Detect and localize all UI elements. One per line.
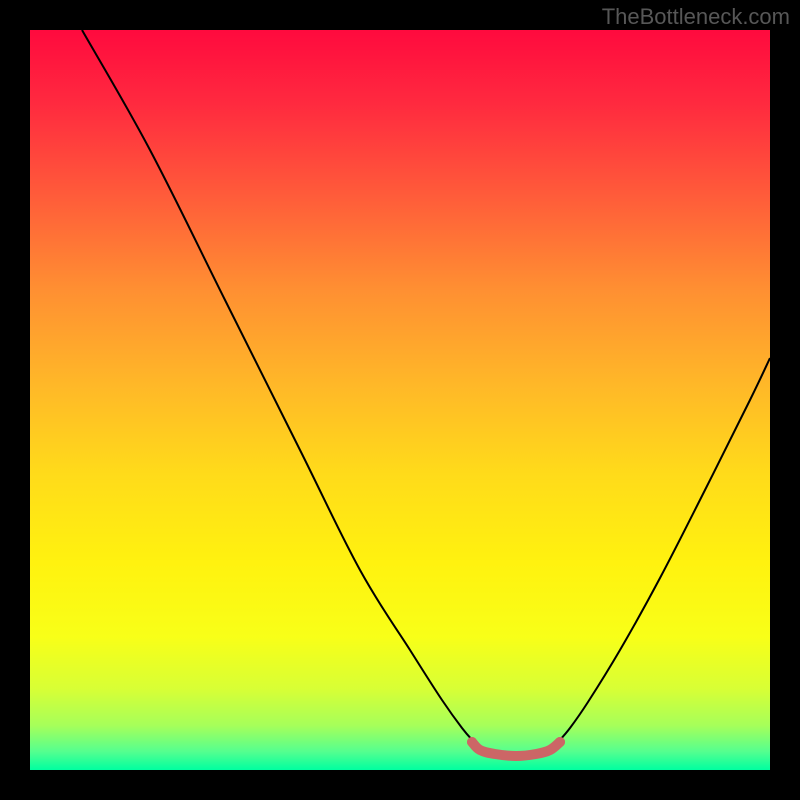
watermark-text: TheBottleneck.com [602, 4, 790, 30]
plot-area [30, 30, 770, 770]
chart-container: TheBottleneck.com [0, 0, 800, 800]
bottleneck-curves [30, 30, 770, 770]
